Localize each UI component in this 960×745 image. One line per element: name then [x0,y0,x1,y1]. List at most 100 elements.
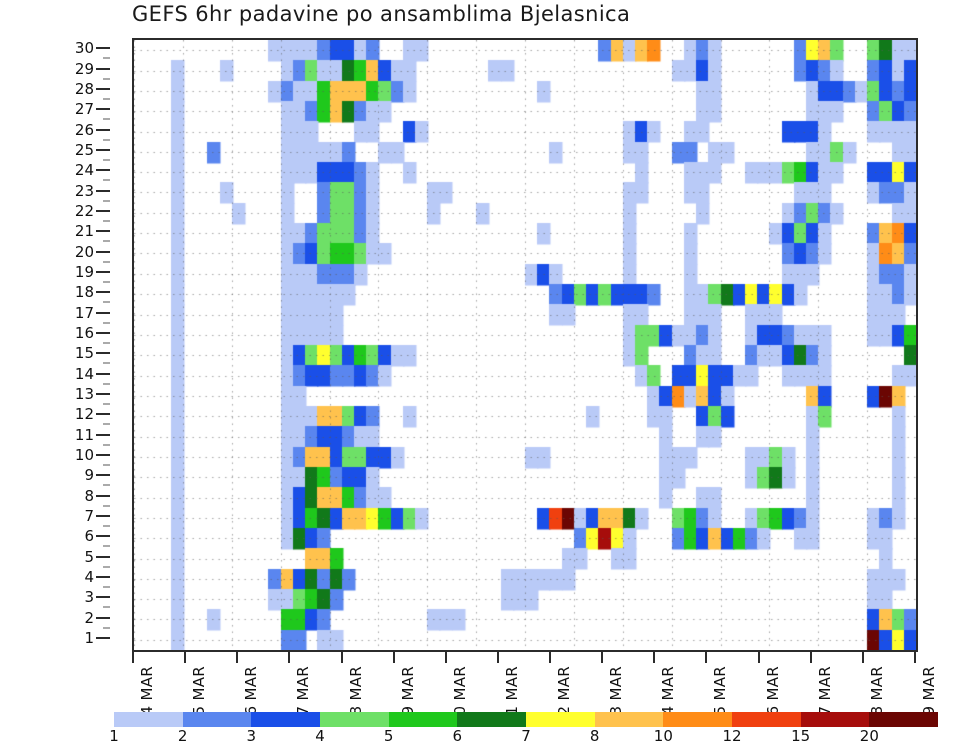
y-tick-minor-mark [103,423,110,425]
y-tick-minor-mark [103,403,110,405]
y-tick-label: 24 [74,161,94,180]
y-tick-label: 6 [84,527,94,546]
y-tick-mark [96,616,110,619]
y-tick-label: 13 [74,384,94,403]
y-tick-minor-mark [103,240,110,242]
colorbar-segment [594,712,664,727]
y-tick-label: 11 [74,425,94,444]
colorbar-tick-label: 8 [589,727,600,745]
y-tick-label: 25 [74,140,94,159]
y-tick-mark [96,555,110,558]
colorbar-segment [457,712,527,727]
colorbar-tick-label: 6 [452,727,463,745]
y-tick-mark [96,189,110,192]
y-tick-minor-mark [103,464,110,466]
y-tick-minor-mark [103,342,110,344]
x-tick-mark [914,652,916,663]
y-tick-mark [96,311,110,314]
y-tick-label: 5 [84,547,94,566]
y-tick-mark [96,474,110,477]
colorbar-tick-label: 4 [315,727,325,745]
x-tick-mark [549,652,552,663]
y-tick-mark [96,535,110,538]
x-tick-mark [132,652,134,663]
colorbar-segment [526,712,595,727]
y-tick-minor-mark [103,362,110,364]
y-tick-minor-mark [103,139,110,141]
page-title: GEFS 6hr padavine po ansamblima Bjelasni… [132,2,631,26]
y-tick-minor-mark [103,484,110,486]
plot-area [132,38,918,652]
colorbar-segment [388,712,458,727]
x-tick-mark [496,652,499,663]
y-tick-mark [96,209,110,212]
y-tick-label: 10 [74,445,94,464]
y-tick-minor-mark [103,505,110,507]
x-tick-mark [392,652,395,663]
y-tick-label: 22 [74,201,94,220]
y-tick-minor-mark [103,322,110,324]
colorbar-segment [320,712,389,727]
x-tick-mark [184,652,187,663]
y-tick-minor-mark [103,545,110,547]
y-tick-minor-mark [103,57,110,59]
y-tick-mark [96,331,110,334]
y-tick-minor-mark [103,159,110,161]
y-tick-mark [96,47,110,50]
colorbar-tick-label: 20 [859,727,879,745]
y-tick-label: 18 [74,283,94,302]
x-tick-mark [705,652,708,663]
y-tick-mark [96,494,110,497]
y-tick-label: 14 [74,364,94,383]
y-tick-mark [96,291,110,294]
y-tick-label: 9 [84,466,94,485]
colorbar-strip [114,712,939,727]
y-tick-minor-mark [103,301,110,303]
y-tick-minor-mark [103,179,110,181]
colorbar-segment [663,712,733,727]
y-tick-minor-mark [103,281,110,283]
y-tick-minor-mark [103,261,110,263]
y-tick-mark [96,250,110,253]
colorbar-segment [732,712,801,727]
y-tick-label: 20 [74,242,94,261]
y-tick-minor-mark [103,525,110,527]
y-tick-label: 21 [74,222,94,241]
x-tick-mark [236,652,239,663]
y-tick-label: 26 [74,120,94,139]
y-tick-label: 16 [74,323,94,342]
x-tick-mark [601,652,604,663]
y-tick-mark [96,413,110,416]
y-tick-label: 1 [84,628,94,647]
y-tick-label: 7 [84,506,94,525]
y-tick-mark [96,108,110,111]
y-tick-label: 29 [74,59,94,78]
y-tick-mark [96,230,110,233]
y-tick-minor-mark [103,444,110,446]
x-tick-mark [757,652,760,663]
y-tick-minor-mark [103,586,110,588]
y-axis: 30 29 28 27 26 25 24 23 22 21 20 19 18 17 16 15 14 13 12 11… [0,38,128,652]
colorbar-segment [182,712,252,727]
x-tick-mark [653,652,656,663]
y-tick-mark [96,596,110,599]
colorbar-tick-label: 1 [109,727,119,745]
x-tick-mark [288,652,291,663]
y-tick-minor-mark [103,78,110,80]
y-tick-mark [96,453,110,456]
x-axis: 14 MAR 15 MAR 16 MAR 17 MAR 18 MAR 19 MAR 20 M… [132,652,938,725]
y-tick-minor-mark [103,220,110,222]
colorbar-tick-label: 5 [383,727,394,745]
y-tick-mark [96,67,110,70]
y-tick-mark [96,575,110,578]
colorbar-tick-label: 7 [521,727,531,745]
colorbar-segment [251,712,321,727]
y-tick-minor-mark [103,118,110,120]
y-tick-mark [96,352,110,355]
y-tick-mark [96,433,110,436]
y-tick-mark [96,636,110,639]
y-tick-label: 17 [74,303,94,322]
x-tick-mark [444,652,447,663]
y-tick-minor-mark [103,98,110,100]
